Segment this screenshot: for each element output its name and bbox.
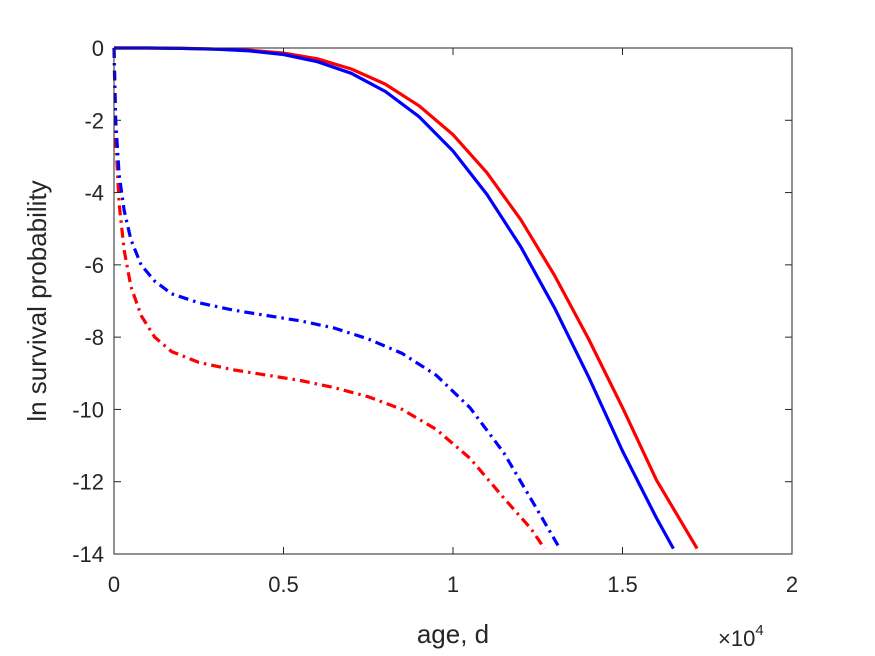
series-line-3-dashdot [112, 47, 546, 550]
y-tick-label: -14 [72, 542, 104, 567]
y-tick-label: -6 [84, 253, 104, 278]
x-tick-label: 0 [108, 572, 120, 597]
y-tick-label: -2 [84, 108, 104, 133]
x-axis-label: age, d [417, 619, 489, 649]
y-tick-label: 0 [92, 36, 104, 61]
ticks-layer: 0 0.5 1 1.5 2 0 -2 -4 -6 -8 -10 -12 -14 [72, 36, 798, 597]
series-line-2-solid [114, 46, 675, 550]
y-tick-label: -12 [72, 470, 104, 495]
x-multiplier: ×104 [718, 622, 764, 651]
y-tick-label: -8 [84, 325, 104, 350]
x-tick-label: 1 [447, 572, 459, 597]
y-axis-label: ln survival probability [22, 180, 52, 421]
x-multiplier-exponent: 4 [755, 622, 763, 639]
series-line-4-dashdot [112, 47, 562, 550]
plot-area [114, 48, 792, 554]
y-tick-label: -4 [84, 181, 104, 206]
x-tick-label: 2 [786, 572, 798, 597]
y-tick-label: -10 [72, 397, 104, 422]
x-tick-label: 1.5 [607, 572, 638, 597]
x-tick-label: 0.5 [268, 572, 299, 597]
series-layer [112, 46, 699, 550]
